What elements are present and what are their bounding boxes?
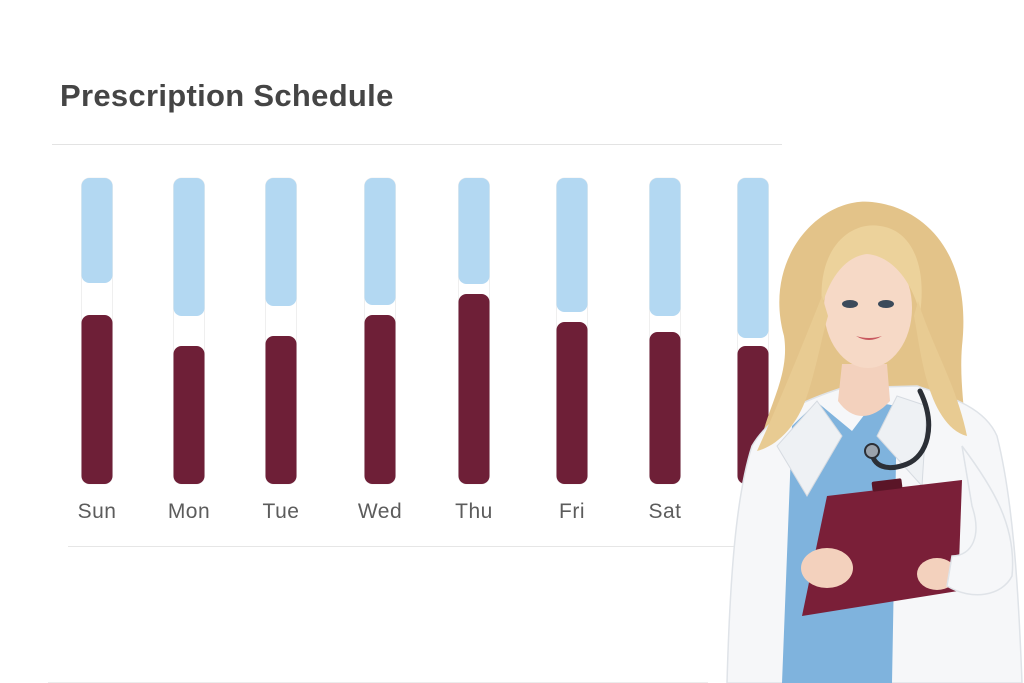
bar-lower-thu <box>458 294 490 484</box>
day-label-fri: Fri <box>559 500 585 523</box>
bar-lower-tue <box>265 336 297 484</box>
stethoscope-chestpiece <box>864 443 880 459</box>
bar-upper-mon <box>173 178 205 316</box>
face <box>824 248 912 368</box>
eye-left <box>842 300 858 308</box>
hair-side-left <box>757 296 828 451</box>
hair-front <box>821 225 922 314</box>
bar-upper-thu <box>458 178 490 284</box>
doctor-illustration <box>726 201 1023 683</box>
bar-lower-sun <box>81 315 113 484</box>
day-label-tue: Tue <box>263 500 300 523</box>
bar-upper-sun <box>81 178 113 283</box>
day-label-thu: Thu <box>455 500 493 523</box>
lips <box>856 336 882 340</box>
chart-baseline-divider <box>68 546 768 547</box>
bar-lower-fri <box>556 322 588 484</box>
clipboard-clip <box>871 478 903 492</box>
hair-side-right <box>914 301 967 436</box>
bar-upper-tue <box>265 178 297 306</box>
bar-upper-wed <box>364 178 396 305</box>
neck <box>838 364 890 416</box>
day-label-sat: Sat <box>648 500 681 523</box>
bar-lower-mon <box>173 346 205 484</box>
bar-lower-wed <box>364 315 396 484</box>
hand-left <box>801 548 853 588</box>
day-label-mon: Mon <box>168 500 210 523</box>
day-label-wed: Wed <box>358 500 402 523</box>
page-title: Prescription Schedule <box>60 78 394 113</box>
title-divider <box>52 144 782 145</box>
bar-upper-extra <box>737 178 769 338</box>
eye-right <box>878 300 894 308</box>
bar-upper-fri <box>556 178 588 312</box>
coat-sleeve-right <box>946 445 1014 596</box>
stethoscope-tube <box>869 388 932 470</box>
bar-upper-sat <box>649 178 681 316</box>
coat-lapel-left <box>776 400 843 497</box>
day-label-sun: Sun <box>78 500 117 523</box>
bar-lower-sat <box>649 332 681 484</box>
